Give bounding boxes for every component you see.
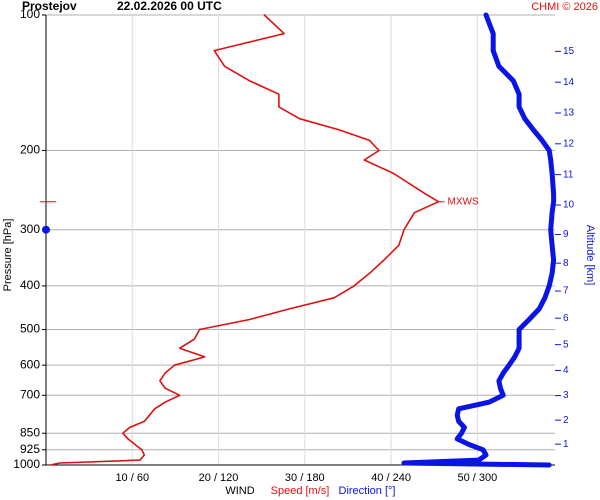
y-tick-label: 600 bbox=[20, 357, 40, 371]
direction-line bbox=[401, 12, 557, 468]
y2-tick-label: 7 bbox=[563, 286, 569, 297]
y-tick-label: 400 bbox=[20, 278, 40, 292]
legend-entry: Speed [m/s] bbox=[271, 485, 330, 497]
y2-tick-label: 5 bbox=[563, 339, 569, 350]
y2-tick-label: 14 bbox=[563, 77, 575, 88]
y2-axis-label: Altitude [km] bbox=[584, 225, 596, 286]
y2-tick-label: 15 bbox=[563, 46, 575, 57]
y2-tick-label: 3 bbox=[563, 390, 569, 401]
y2-tick-label: 12 bbox=[563, 138, 575, 149]
y2-tick-label: 8 bbox=[563, 258, 569, 269]
max-wind-label: MXWS bbox=[448, 196, 479, 207]
y-tick-label: 200 bbox=[20, 143, 40, 157]
y-tick-label: 700 bbox=[20, 387, 40, 401]
chart-title: 22.02.2026 00 UTC bbox=[117, 0, 222, 13]
x-tick-label: 50 / 300 bbox=[457, 472, 497, 484]
y2-tick-label: 1 bbox=[563, 439, 569, 450]
y2-tick-label: 4 bbox=[563, 365, 569, 376]
y-tick-label: 500 bbox=[20, 322, 40, 336]
y2-tick-label: 6 bbox=[563, 313, 569, 324]
tropopause-marker bbox=[42, 225, 50, 234]
y-tick-label: 925 bbox=[20, 442, 40, 456]
y-tick-label: 300 bbox=[20, 222, 40, 236]
y-axis-label: Pressure [hPa] bbox=[2, 219, 14, 292]
credit: CHMI © 2026 bbox=[531, 1, 598, 13]
x-tick-label: 20 / 120 bbox=[199, 472, 239, 484]
y2-tick-label: 9 bbox=[563, 229, 569, 240]
y2-tick-label: 13 bbox=[563, 108, 575, 119]
x-tick-label: 10 / 60 bbox=[115, 472, 149, 484]
y2-tick-label: 2 bbox=[563, 415, 569, 426]
station: Prostejov bbox=[22, 0, 77, 13]
y2-tick-label: 11 bbox=[563, 169, 574, 180]
speed-line bbox=[49, 14, 440, 466]
x-axis-label: WIND bbox=[225, 485, 254, 497]
y-tick-label: 1000 bbox=[13, 457, 40, 471]
y-tick-label: 850 bbox=[20, 425, 40, 439]
y-tick-label: 100 bbox=[20, 7, 40, 21]
x-tick-label: 40 / 240 bbox=[371, 472, 411, 484]
y2-tick-label: 10 bbox=[563, 200, 575, 211]
x-tick-label: 30 / 180 bbox=[285, 472, 325, 484]
legend-entry: Direction [°] bbox=[339, 485, 396, 497]
